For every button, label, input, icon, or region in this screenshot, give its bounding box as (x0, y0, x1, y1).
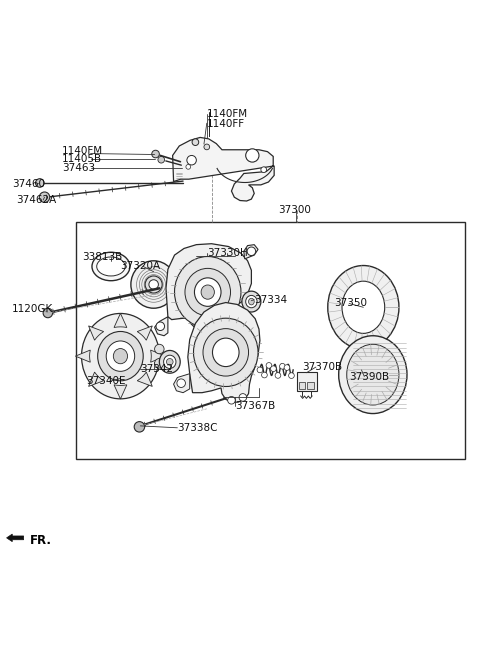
Polygon shape (173, 138, 274, 201)
Text: 37300: 37300 (278, 205, 311, 215)
Ellipse shape (96, 257, 125, 276)
Circle shape (261, 167, 266, 173)
Circle shape (186, 164, 191, 169)
Text: 37367B: 37367B (235, 401, 276, 411)
Text: 33813B: 33813B (83, 252, 123, 261)
Polygon shape (114, 385, 127, 399)
Ellipse shape (249, 299, 254, 305)
Bar (307, 382, 314, 389)
Text: 11405B: 11405B (62, 154, 102, 164)
Ellipse shape (203, 328, 249, 376)
Circle shape (239, 394, 247, 401)
Ellipse shape (347, 344, 399, 405)
Text: 1120GK: 1120GK (12, 304, 53, 314)
Circle shape (262, 372, 267, 378)
Text: 37370B: 37370B (301, 362, 342, 372)
Circle shape (177, 379, 185, 387)
Ellipse shape (82, 313, 159, 399)
Text: 1140FM: 1140FM (207, 109, 248, 118)
Ellipse shape (167, 359, 173, 365)
Circle shape (155, 359, 164, 368)
Circle shape (279, 363, 285, 369)
Polygon shape (174, 374, 190, 393)
Circle shape (288, 373, 294, 379)
Text: 37462A: 37462A (16, 195, 56, 205)
Text: 37350: 37350 (334, 299, 367, 308)
Text: 37340E: 37340E (86, 376, 125, 387)
Ellipse shape (175, 256, 241, 328)
Ellipse shape (145, 276, 162, 293)
Ellipse shape (328, 265, 399, 349)
Circle shape (257, 367, 263, 373)
Polygon shape (89, 326, 104, 340)
Circle shape (36, 179, 44, 187)
Polygon shape (75, 350, 90, 362)
Text: 37463: 37463 (62, 163, 95, 173)
Text: 37342: 37342 (140, 364, 173, 374)
Text: FR.: FR. (30, 534, 52, 547)
Polygon shape (7, 534, 24, 542)
Text: 1140FF: 1140FF (207, 119, 245, 129)
Polygon shape (114, 313, 127, 328)
Circle shape (204, 144, 210, 150)
Ellipse shape (164, 355, 176, 369)
Ellipse shape (185, 268, 230, 316)
Text: 37334: 37334 (254, 295, 288, 305)
Bar (348, 367, 354, 373)
Circle shape (228, 397, 235, 404)
Circle shape (156, 322, 165, 330)
Polygon shape (155, 316, 168, 336)
Circle shape (284, 365, 290, 371)
Ellipse shape (131, 261, 177, 308)
Bar (183, 163, 193, 171)
Ellipse shape (97, 332, 143, 381)
Text: 37320A: 37320A (120, 261, 161, 271)
Polygon shape (89, 372, 104, 387)
Ellipse shape (193, 318, 258, 387)
Text: 1140FM: 1140FM (62, 146, 103, 156)
Circle shape (158, 156, 165, 163)
Polygon shape (188, 303, 260, 402)
Circle shape (271, 366, 276, 371)
Circle shape (247, 247, 256, 256)
Ellipse shape (342, 281, 384, 334)
Bar (299, 382, 305, 389)
Ellipse shape (242, 291, 261, 312)
Circle shape (192, 139, 199, 146)
Text: 37460: 37460 (12, 179, 45, 189)
Circle shape (275, 373, 281, 378)
Circle shape (39, 192, 50, 203)
Bar (346, 357, 361, 375)
Text: 37390B: 37390B (349, 371, 389, 381)
Ellipse shape (339, 336, 407, 414)
Ellipse shape (113, 349, 128, 363)
Bar (355, 367, 360, 373)
Ellipse shape (106, 341, 135, 371)
Polygon shape (166, 244, 252, 329)
Ellipse shape (194, 278, 221, 307)
Bar (76, 222, 466, 459)
Polygon shape (244, 245, 258, 259)
Polygon shape (137, 326, 152, 340)
Ellipse shape (92, 252, 130, 281)
Circle shape (155, 344, 164, 354)
Polygon shape (151, 350, 166, 362)
Ellipse shape (213, 338, 239, 367)
Ellipse shape (149, 280, 158, 289)
Ellipse shape (201, 285, 215, 299)
Circle shape (43, 308, 53, 318)
Text: 37330H: 37330H (207, 248, 248, 258)
Circle shape (266, 363, 272, 368)
Ellipse shape (246, 295, 257, 308)
Circle shape (134, 422, 144, 432)
Bar (297, 372, 317, 391)
Polygon shape (137, 372, 152, 387)
Circle shape (246, 149, 259, 162)
Text: 37338C: 37338C (178, 423, 218, 433)
Circle shape (187, 156, 196, 165)
Ellipse shape (159, 350, 180, 373)
Circle shape (152, 150, 159, 158)
